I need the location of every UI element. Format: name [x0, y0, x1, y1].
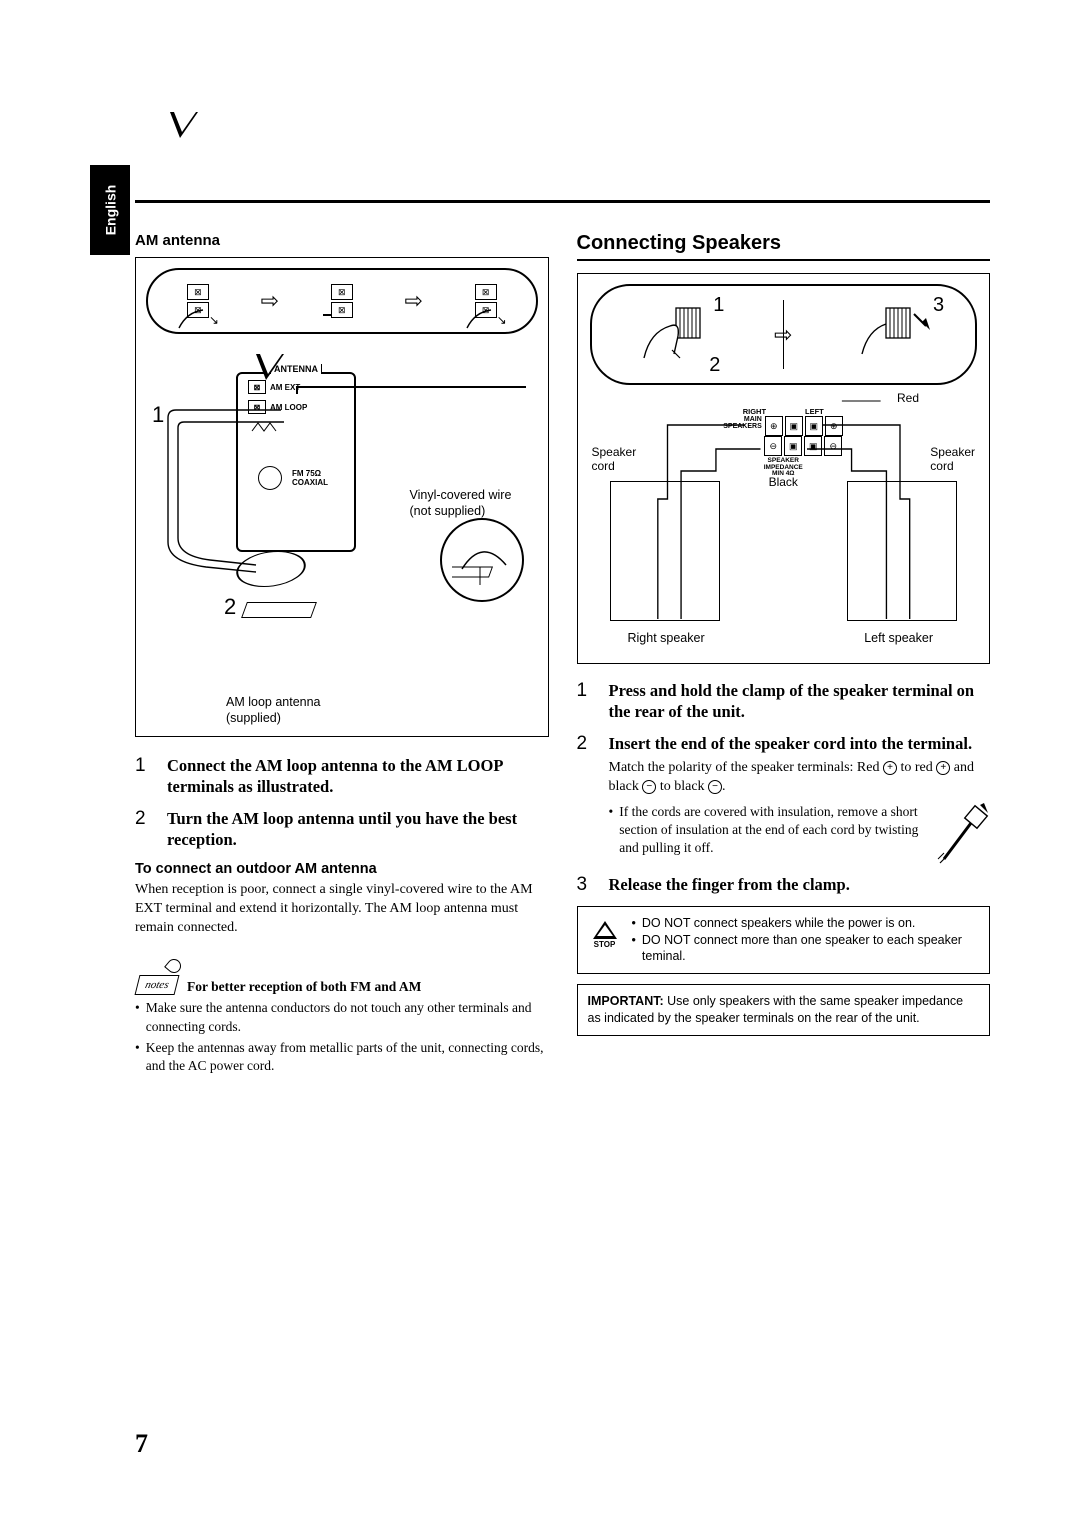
speaker-wiring-diagram: RIGHT LEFT MAIN SPEAKERS ⊕▣ ▣⊕ ⊖▣ ▣⊖ — [590, 389, 978, 649]
warning-list: DO NOT connect speakers while the power … — [632, 915, 980, 966]
insulation-note-row: If the cords are covered with insulation… — [609, 803, 991, 874]
bubble-step-3: 3 — [933, 294, 944, 317]
bubble-step-1: 1 — [713, 294, 724, 317]
arrow-icon: ⇨ — [404, 288, 422, 314]
am-step-2: 2 Turn the AM loop antenna until you hav… — [135, 808, 549, 851]
speaker-sequence-bubble: 1 2 ⇨ 3 — [590, 284, 978, 385]
left-speaker-label: Left speaker — [864, 631, 933, 645]
speaker-step-3: 3 Release the finger from the clamp. — [577, 874, 991, 896]
content-columns: AM antenna ⊠⊠ ↘ ⇨ ⊠⊠ ⇨ ⊠⊠ ↘ — [135, 232, 990, 1078]
step-number: 2 — [135, 808, 153, 851]
right-column: Connecting Speakers 1 2 ⇨ 3 — [577, 232, 991, 1078]
top-rule — [135, 200, 990, 203]
language-tab-text: English — [102, 185, 118, 236]
step-number: 1 — [577, 680, 595, 723]
am-antenna-heading: AM antenna — [135, 232, 549, 249]
antenna-diagram-body: 1 2 ANTENNA ⊠AM EXT ⊠AM LOOP FM 75Ω COAX… — [146, 342, 538, 642]
fm-coaxial-label: FM 75Ω COAXIAL — [292, 469, 328, 487]
important-box: IMPORTANT: Use only speakers with the sa… — [577, 984, 991, 1036]
stop-icon: STOP — [588, 921, 622, 949]
loop-antenna-inset — [440, 518, 524, 602]
page-number: 7 — [135, 1429, 148, 1459]
notes-title: For better reception of both FM and AM — [187, 979, 421, 995]
notes-icon: notes — [135, 963, 179, 995]
step-number: 3 — [577, 874, 595, 896]
right-speaker-label: Right speaker — [628, 631, 705, 645]
am-antenna-figure: ⊠⊠ ↘ ⇨ ⊠⊠ ⇨ ⊠⊠ ↘ 1 2 — [135, 257, 549, 737]
wire-strip-icon — [934, 803, 990, 874]
outdoor-antenna-heading: To connect an outdoor AM antenna — [135, 861, 549, 877]
step-text: Press and hold the clamp of the speaker … — [609, 680, 991, 723]
step-number: 2 — [577, 733, 595, 755]
warning-item: DO NOT connect speakers while the power … — [632, 915, 980, 932]
am-loop-antenna-drawing — [226, 534, 336, 624]
connecting-speakers-title: Connecting Speakers — [577, 232, 991, 261]
loop-antenna-caption: AM loop antenna (supplied) — [226, 694, 321, 727]
step-text: Release the finger from the clamp. — [609, 874, 850, 896]
step-text: Connect the AM loop antenna to the AM LO… — [167, 755, 549, 798]
right-speaker-box — [610, 481, 720, 621]
am-step-1: 1 Connect the AM loop antenna to the AM … — [135, 755, 549, 798]
outdoor-antenna-body: When reception is poor, connect a single… — [135, 881, 549, 938]
speaker-figure: 1 2 ⇨ 3 RIGHT LEFT — [577, 273, 991, 664]
step-text: Insert the end of the speaker cord into … — [609, 733, 973, 755]
notes-item: Make sure the antenna conductors do not … — [135, 999, 549, 1035]
left-column: AM antenna ⊠⊠ ↘ ⇨ ⊠⊠ ⇨ ⊠⊠ ↘ — [135, 232, 549, 1078]
warning-box: STOP DO NOT connect speakers while the p… — [577, 906, 991, 975]
terminal-sequence-bubble: ⊠⊠ ↘ ⇨ ⊠⊠ ⇨ ⊠⊠ ↘ — [146, 268, 538, 334]
insulation-bullet: If the cords are covered with insulation… — [609, 803, 925, 858]
step-number: 1 — [135, 755, 153, 798]
bubble-step-2: 2 — [709, 354, 720, 377]
warning-item: DO NOT connect more than one speaker to … — [632, 932, 980, 966]
important-label: IMPORTANT: — [588, 994, 664, 1008]
vinyl-wire-caption: Vinyl-covered wire (not supplied) — [410, 487, 530, 520]
figure-step-1: 1 — [152, 402, 164, 428]
speaker-step-2: 2 Insert the end of the speaker cord int… — [577, 733, 991, 755]
notes-item: Keep the antennas away from metallic par… — [135, 1039, 549, 1075]
polarity-note: Match the polarity of the speaker termin… — [609, 759, 991, 797]
left-speaker-box — [847, 481, 957, 621]
language-tab: English — [90, 165, 130, 255]
speaker-step-1: 1 Press and hold the clamp of the speake… — [577, 680, 991, 723]
arrow-icon: ⇨ — [261, 288, 279, 314]
notes-heading-row: notes For better reception of both FM an… — [135, 963, 549, 995]
notes-list: Make sure the antenna conductors do not … — [135, 999, 549, 1075]
step-text: Turn the AM loop antenna until you have … — [167, 808, 549, 851]
